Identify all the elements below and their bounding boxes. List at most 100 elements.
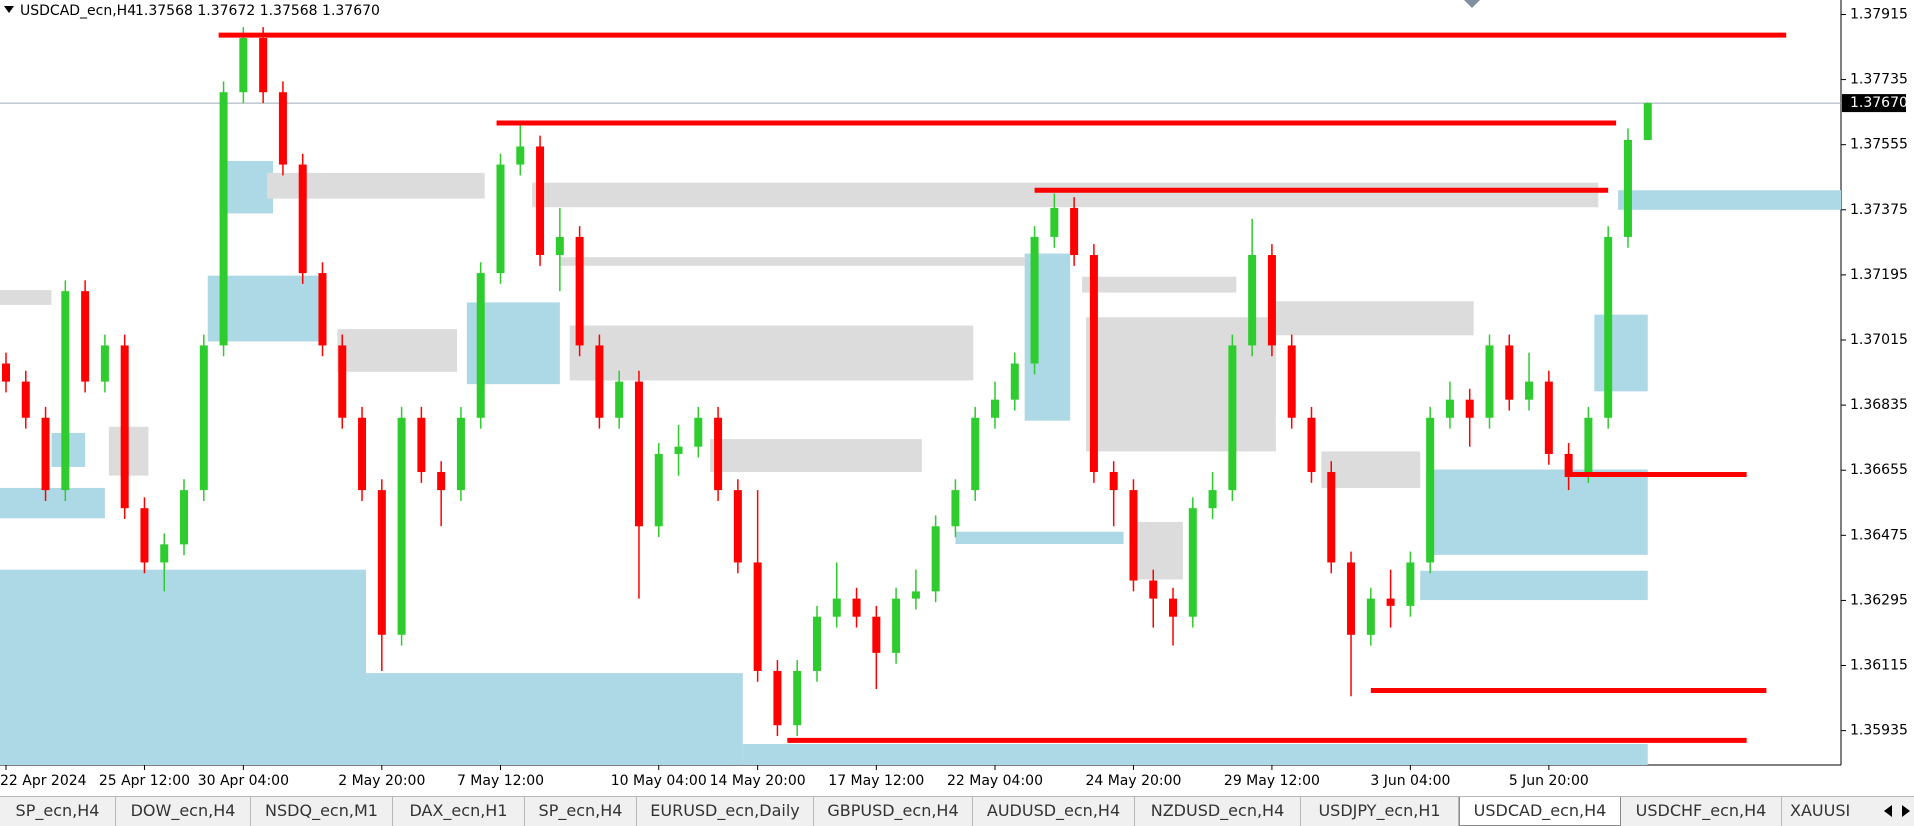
marker: [1464, 0, 1480, 8]
candle-body: [575, 236, 584, 346]
candle-body: [931, 526, 940, 592]
candle-body: [951, 490, 960, 527]
candle-body: [496, 164, 505, 274]
candle-body: [1544, 381, 1553, 454]
zone: [1420, 570, 1648, 601]
x-tick-label: 22 Apr 2024: [0, 773, 87, 789]
zone: [219, 160, 274, 214]
candle-body: [1525, 381, 1534, 400]
candle-body: [358, 417, 367, 491]
tab[interactable]: USDCAD_ecn,H4: [1459, 797, 1621, 826]
x-tick-label: 7 May 12:00: [457, 773, 544, 789]
candle-body: [2, 363, 10, 382]
candle-body: [634, 381, 643, 527]
candle-body: [1208, 490, 1217, 509]
candle-body: [417, 417, 426, 473]
zone: [532, 182, 1599, 208]
candle-body: [812, 616, 821, 671]
x-tick-label: 10 May 04:00: [611, 773, 707, 789]
x-tick-label: 14 May 20:00: [710, 773, 806, 789]
quote: 1.37568 1.37672 1.37568 1.37670: [135, 3, 380, 19]
candle-body: [120, 345, 129, 509]
candle-body: [753, 562, 762, 671]
candle-body: [516, 146, 525, 165]
y-tick-label: 1.37555: [1850, 137, 1908, 153]
zone: [1594, 314, 1648, 392]
chart: USDCAD_ecn,H4 1.37568 1.37672 1.37568 1.…: [0, 0, 1908, 789]
tab[interactable]: DOW_ecn,H4: [116, 797, 251, 826]
scroll-arrows[interactable]: [1880, 797, 1914, 825]
candle-body: [1129, 490, 1138, 581]
current-price-label: 1.37670: [1850, 95, 1908, 111]
candle-body: [21, 381, 30, 418]
zone: [1082, 276, 1237, 293]
y-tick-label: 1.37915: [1850, 6, 1908, 22]
menu-arrow[interactable]: [4, 6, 14, 13]
tab[interactable]: EURUSD_ecn,Daily: [637, 797, 814, 826]
x-tick-label: 30 Apr 04:00: [198, 773, 289, 789]
zone: [337, 329, 457, 372]
candle-body: [1267, 255, 1276, 346]
candle-body: [1050, 207, 1059, 237]
candle-body: [1327, 472, 1336, 563]
tab[interactable]: AUDUSD_ecn,H4: [973, 797, 1135, 826]
candle-body: [1010, 363, 1019, 400]
tab[interactable]: DAX_ecn,H1: [393, 797, 525, 826]
current-price-box: [1842, 94, 1906, 113]
tab[interactable]: SP_ecn,H4: [525, 797, 637, 826]
candle-body: [694, 417, 703, 447]
candle-body: [536, 146, 545, 255]
x-tick-label: 2 May 20:00: [338, 773, 425, 789]
candle-body: [1287, 345, 1296, 418]
candle-body: [1643, 103, 1652, 140]
candle-body: [773, 670, 782, 726]
y-tick-label: 1.37195: [1850, 267, 1908, 283]
tab[interactable]: GBPUSD_ecn,H4: [814, 797, 973, 826]
tab[interactable]: USDCHF_ecn,H4: [1621, 797, 1782, 826]
zone: [955, 531, 1124, 544]
candle-body: [793, 670, 802, 726]
candle-body: [1228, 345, 1237, 491]
tab[interactable]: NZDUSD_ecn,H4: [1135, 797, 1301, 826]
candle-body: [397, 417, 406, 635]
x-tick-label: 22 May 04:00: [947, 773, 1043, 789]
candle-body: [318, 273, 327, 346]
candle-body: [1485, 345, 1494, 418]
candle-body: [595, 345, 604, 418]
x-tick-label: 5 Jun 20:00: [1509, 773, 1589, 789]
candle-body: [1604, 236, 1613, 418]
candle-body: [160, 544, 169, 563]
candle-body: [219, 92, 228, 346]
candle-body: [971, 417, 980, 491]
candle-body: [1169, 598, 1178, 617]
candle-body: [1426, 417, 1435, 563]
candle-body: [81, 291, 90, 382]
candle-body: [1406, 562, 1415, 606]
candle-body: [1248, 255, 1257, 346]
candle-body: [377, 490, 386, 635]
candle-body: [100, 345, 109, 382]
zone: [1618, 190, 1841, 210]
tab[interactable]: NSDQ_ecn,M1: [251, 797, 393, 826]
tab[interactable]: SP_ecn,H4: [0, 797, 116, 826]
candle-body: [991, 399, 999, 418]
zone: [1321, 451, 1421, 488]
zone: [1129, 521, 1183, 580]
candle-body: [1089, 255, 1098, 473]
candle-body: [1366, 598, 1375, 635]
candle-body: [278, 92, 287, 165]
x-tick-label: 3 Jun 04:00: [1370, 773, 1450, 789]
candle-body: [654, 453, 663, 527]
tab[interactable]: USDJPY_ecn,H1: [1301, 797, 1459, 826]
candle-body: [1584, 417, 1593, 473]
candle-body: [1188, 508, 1197, 617]
candle-body: [180, 490, 189, 545]
candle-body: [852, 598, 861, 617]
y-tick-label: 1.36115: [1850, 658, 1908, 674]
candle-body: [615, 381, 624, 418]
y-tick-label: 1.37735: [1850, 72, 1908, 88]
candle-body: [555, 236, 564, 255]
y-tick-label: 1.36295: [1850, 592, 1908, 608]
candle-body: [61, 291, 70, 491]
tab[interactable]: XAUUSI: [1790, 801, 1851, 820]
